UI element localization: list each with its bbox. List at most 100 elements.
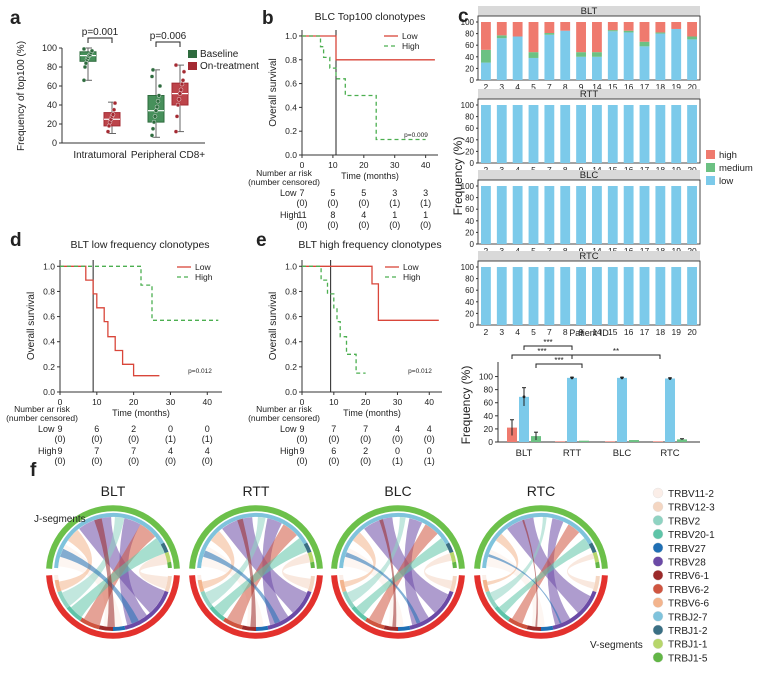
f-segment-trbj1-5 bbox=[310, 561, 315, 569]
e-y-tick-label: 0.0 bbox=[285, 387, 297, 397]
a-legend-label: Baseline bbox=[200, 49, 239, 60]
f-chord-link bbox=[62, 517, 125, 606]
a-point bbox=[112, 100, 118, 106]
e-risk-count: 7 bbox=[331, 424, 336, 434]
b-risk-censored: (0) bbox=[389, 220, 400, 230]
f-chord-title: RTT bbox=[243, 483, 270, 499]
f-segment-trbv12-3 bbox=[164, 575, 172, 593]
c-bar-low bbox=[687, 105, 697, 163]
e-title: BLT high frequency clonotypes bbox=[298, 239, 441, 251]
e-y-tick-label: 0.6 bbox=[285, 312, 297, 322]
f-segment-trbv6-2 bbox=[507, 617, 528, 630]
c-bar-low bbox=[481, 62, 491, 80]
c-strip-title: RTC bbox=[579, 251, 598, 262]
b-risk-censored: (0) bbox=[327, 198, 338, 208]
c-bar-low bbox=[481, 105, 491, 163]
c-bar-low bbox=[512, 267, 523, 325]
c-bar-medium bbox=[639, 41, 650, 47]
a-y-tick-label: 0 bbox=[52, 138, 57, 148]
c-bar-low bbox=[528, 105, 539, 163]
panel-label-c: c bbox=[458, 6, 469, 27]
d-risk-censored: (1) bbox=[202, 434, 213, 444]
c-strip bbox=[478, 6, 700, 16]
d-risk-count: 6 bbox=[94, 424, 99, 434]
b-risk-count: 7 bbox=[299, 188, 304, 198]
c-bar-high bbox=[687, 22, 697, 37]
b-legend-label: Low bbox=[402, 31, 418, 41]
c-strip bbox=[478, 89, 700, 99]
c-y-tick-label: 60 bbox=[465, 41, 474, 50]
f-segment-trbv6-1 bbox=[383, 625, 399, 631]
c-y-tick-label: 0 bbox=[470, 240, 475, 249]
c-y-tick-label: 100 bbox=[461, 182, 475, 191]
f-segment-trbv20-1 bbox=[209, 605, 226, 621]
d-risk-count: 0 bbox=[168, 424, 173, 434]
d-x-tick-label: 30 bbox=[166, 397, 176, 407]
c-x-tick-label: 18 bbox=[656, 327, 666, 337]
f-chord-link bbox=[343, 547, 404, 628]
f-segment-trbv2 bbox=[57, 590, 70, 609]
c-legend-swatch bbox=[706, 150, 715, 159]
d-risk-censored: (0) bbox=[91, 434, 102, 444]
a-point bbox=[173, 62, 179, 68]
d-risk-censored: (0) bbox=[128, 434, 139, 444]
f-segment-trbv11-2 bbox=[54, 574, 59, 581]
e-risk-header: (number censored) bbox=[248, 413, 320, 423]
c-bar-low bbox=[592, 105, 602, 163]
a-legend-swatch bbox=[188, 50, 197, 58]
b-x-tick-label: 30 bbox=[390, 160, 400, 170]
c-bar-low bbox=[687, 267, 697, 325]
c-bar-low bbox=[655, 186, 666, 244]
e-x-tick-label: 20 bbox=[361, 397, 371, 407]
c-bar-high bbox=[496, 22, 507, 36]
c-bar-low bbox=[544, 34, 555, 80]
c2-x-tick-label: BLC bbox=[613, 448, 632, 459]
e-x-tick-label: 10 bbox=[329, 397, 339, 407]
f-segment-trbj1-2 bbox=[160, 542, 169, 554]
b-risk-count: 3 bbox=[423, 188, 428, 198]
f-segment-trbv28 bbox=[267, 590, 312, 630]
b-x-tick-label: 10 bbox=[328, 160, 338, 170]
d-x-tick-label: 40 bbox=[203, 397, 213, 407]
f-segment-trbj2-7 bbox=[197, 512, 308, 569]
d-risk-count: 2 bbox=[131, 424, 136, 434]
c2-mean-dot bbox=[668, 377, 672, 380]
c-x-tick-label: 15 bbox=[608, 327, 618, 337]
f-legend-label: TRBV27 bbox=[668, 544, 706, 555]
c-bar-medium bbox=[576, 52, 586, 57]
e-risk-censored: (0) bbox=[424, 434, 435, 444]
a-point bbox=[176, 97, 182, 102]
c-bar-high bbox=[576, 22, 586, 53]
a-point bbox=[150, 126, 156, 131]
c-x-tick-label: 4 bbox=[515, 82, 520, 92]
c-bar-high bbox=[592, 22, 602, 53]
c-bar-low bbox=[671, 105, 682, 163]
a-y-axis-label: Frequency of top100 (%) bbox=[16, 41, 27, 151]
c-strip bbox=[478, 251, 700, 261]
f-segment-trbv2 bbox=[200, 590, 213, 609]
c-strip bbox=[478, 170, 700, 180]
f-j-segments-label: J-segments bbox=[34, 514, 86, 525]
c-bar-low bbox=[655, 105, 666, 163]
d-series-low bbox=[60, 265, 160, 377]
f-segment-trbv20-1 bbox=[494, 605, 511, 621]
c2-bar-low bbox=[617, 377, 627, 442]
f-chord-link bbox=[205, 517, 266, 605]
e-risk-count: 4 bbox=[427, 424, 432, 434]
f-chord-link bbox=[70, 538, 165, 618]
e-risk-censored: (1) bbox=[424, 456, 435, 466]
c-bar-low bbox=[544, 105, 555, 163]
c-y-tick-label: 80 bbox=[465, 113, 474, 122]
f-segment-trbj2-7 bbox=[482, 512, 593, 569]
c2-bar-high bbox=[653, 441, 663, 442]
f-v-segment-ring bbox=[331, 575, 465, 639]
c-bar-high bbox=[481, 22, 491, 50]
c-x-tick-label: 16 bbox=[624, 327, 634, 337]
f-segment-trbv28 bbox=[409, 590, 454, 630]
c-bar-low bbox=[544, 186, 555, 244]
c-x-tick-label: 8 bbox=[563, 327, 568, 337]
f-segment-trbv6-6 bbox=[339, 579, 347, 593]
c2-significance-bracket bbox=[571, 354, 661, 359]
c2-bar-medium bbox=[579, 440, 589, 442]
